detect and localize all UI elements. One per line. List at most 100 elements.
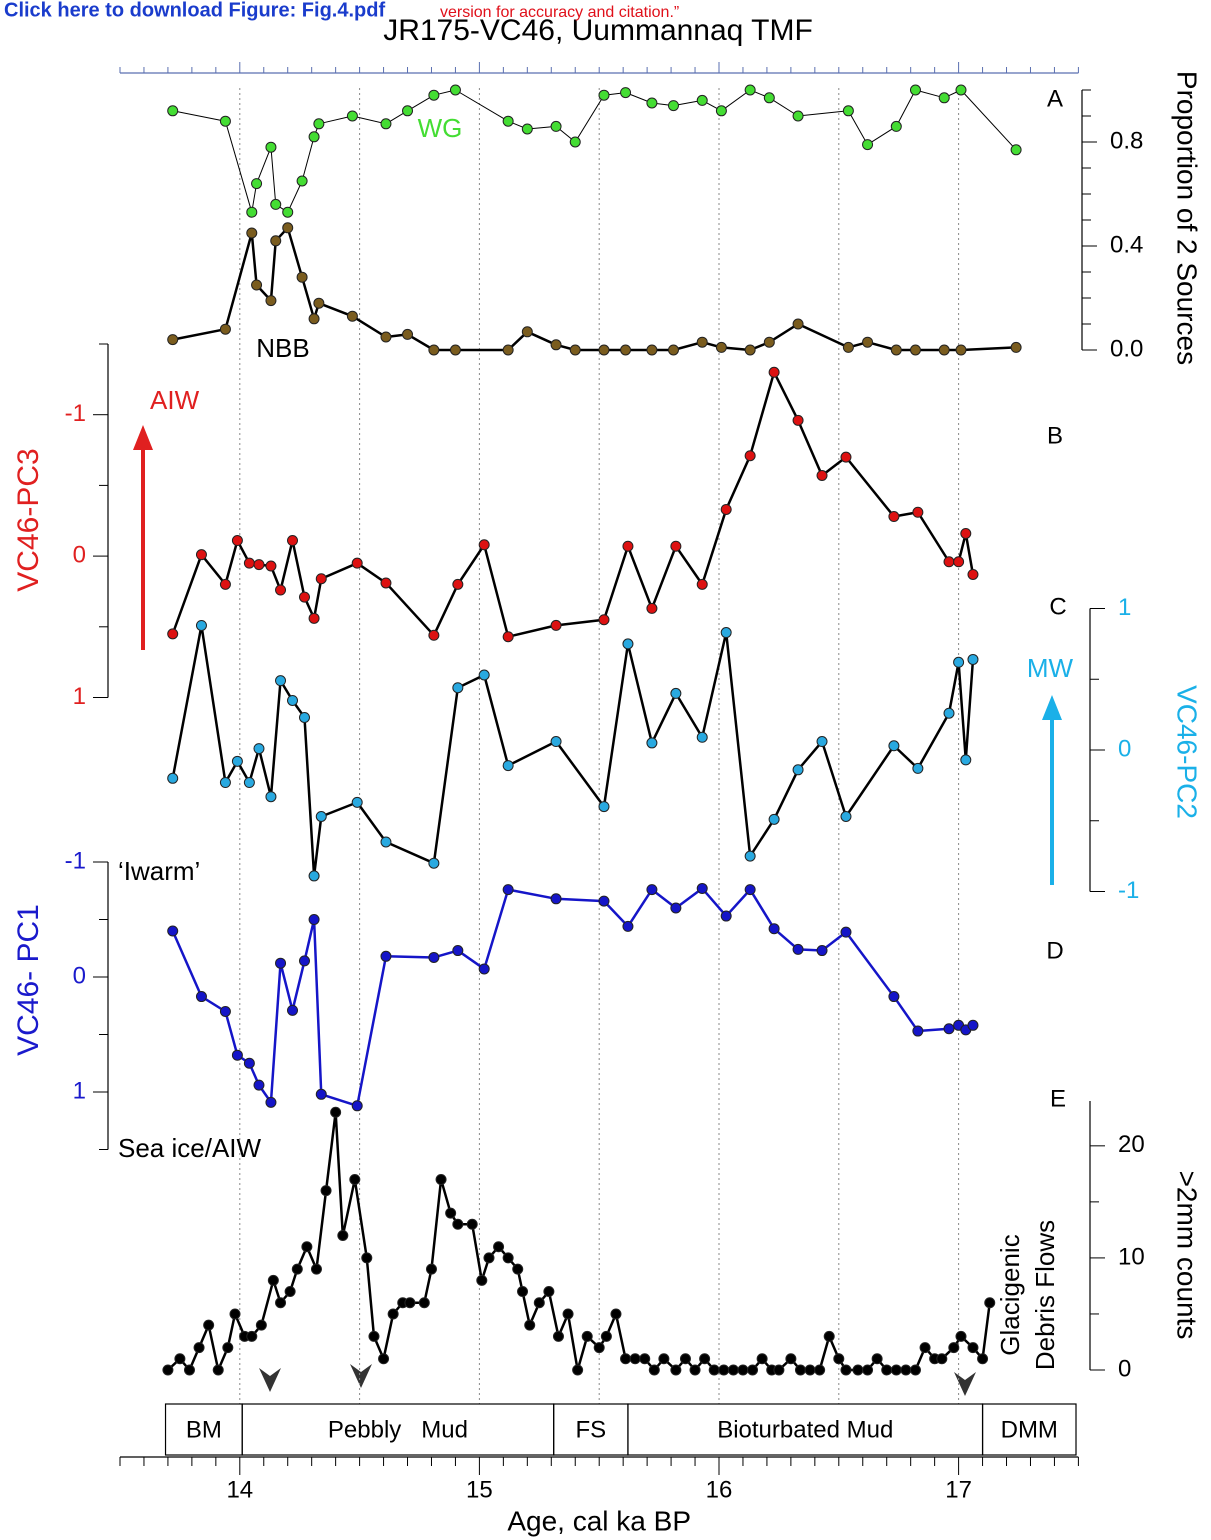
data-point — [167, 772, 179, 784]
data-point — [881, 1364, 893, 1376]
data-point — [296, 271, 308, 283]
data-point — [646, 737, 658, 749]
data-point — [960, 754, 972, 766]
data-point — [890, 1364, 902, 1376]
x-tick-label: 16 — [706, 1476, 733, 1503]
data-point — [967, 1019, 979, 1031]
download-link[interactable]: Click here to download Figure: Fig.4.pdf — [4, 0, 385, 21]
data-point — [715, 341, 727, 353]
data-point — [862, 1364, 874, 1376]
data-point — [1010, 144, 1022, 156]
data-point — [720, 627, 732, 639]
data-point — [203, 1319, 215, 1331]
aiw-arrowhead — [133, 425, 153, 450]
data-point — [229, 1308, 241, 1320]
data-point — [852, 1364, 864, 1376]
data-point — [493, 1241, 505, 1253]
data-point — [569, 344, 581, 356]
data-point — [744, 84, 756, 96]
data-point — [265, 791, 277, 803]
data-point — [629, 1353, 641, 1365]
data-point — [696, 731, 708, 743]
data-point — [301, 1241, 313, 1253]
data-point — [502, 344, 514, 356]
y-tick-label: 1 — [73, 1077, 86, 1104]
data-point — [428, 344, 440, 356]
data-point — [744, 850, 756, 862]
data-point — [955, 344, 967, 356]
data-point — [255, 1319, 267, 1331]
y-tick-label: 0.8 — [1110, 127, 1143, 154]
data-point — [862, 336, 874, 348]
y-tick-label: -1 — [1118, 877, 1139, 904]
data-point — [282, 222, 294, 234]
data-point — [533, 1297, 545, 1309]
data-point — [298, 955, 310, 967]
data-point — [251, 178, 263, 190]
data-point — [744, 884, 756, 896]
data-point — [888, 511, 900, 523]
data-point — [816, 470, 828, 482]
panel-letter: C — [1049, 593, 1066, 620]
data-point — [435, 1173, 447, 1185]
data-point — [380, 950, 392, 962]
flow-marker — [350, 1364, 372, 1388]
data-point — [195, 619, 207, 631]
data-point — [246, 206, 258, 218]
data-point — [639, 1353, 651, 1365]
data-point — [243, 557, 255, 569]
series-line — [171, 887, 974, 1108]
data-point — [768, 813, 780, 825]
y-tick-label: 1 — [1118, 594, 1131, 621]
data-point — [253, 559, 265, 571]
series-line — [172, 226, 1017, 352]
data-point — [572, 1364, 584, 1376]
data-point — [380, 836, 392, 848]
data-point — [569, 136, 581, 148]
notice-text: version for accuracy and citation.” — [440, 4, 679, 21]
data-point — [552, 1330, 564, 1342]
data-point — [351, 796, 363, 808]
data-point — [308, 131, 320, 143]
data-point — [298, 711, 310, 723]
data-point — [315, 1088, 327, 1100]
data-point — [502, 631, 514, 643]
data-point — [670, 902, 682, 914]
data-point — [287, 694, 299, 706]
data-point — [620, 1353, 632, 1365]
data-point — [696, 578, 708, 590]
data-point — [512, 1263, 524, 1275]
data-point — [425, 1263, 437, 1275]
y-tick-label: 1 — [73, 683, 86, 710]
data-point — [243, 777, 255, 789]
data-point — [696, 882, 708, 894]
data-point — [581, 1330, 593, 1342]
data-point — [308, 313, 320, 325]
y-tick-label: 0.0 — [1110, 335, 1143, 362]
data-point — [785, 1353, 797, 1365]
annotation: Glacigenic — [995, 1234, 1025, 1355]
data-point — [977, 1353, 989, 1365]
data-point — [792, 764, 804, 776]
figure-title: JR175-VC46, Uummannaq TMF — [383, 14, 813, 47]
data-point — [862, 139, 874, 151]
data-point — [265, 1096, 277, 1108]
data-point — [265, 141, 277, 153]
data-point — [909, 84, 921, 96]
data-point — [689, 1364, 701, 1376]
panel-letter: A — [1047, 85, 1063, 112]
flow-marker — [954, 1372, 976, 1396]
y-tick-label: 10 — [1118, 1243, 1145, 1270]
data-point — [466, 1218, 478, 1230]
data-point — [428, 857, 440, 869]
data-point — [909, 344, 921, 356]
data-point — [222, 1342, 234, 1354]
data-point — [667, 100, 679, 112]
data-point — [936, 1353, 948, 1365]
data-point — [162, 1364, 174, 1376]
data-point — [593, 1342, 605, 1354]
data-point — [670, 687, 682, 699]
data-point — [756, 1353, 768, 1365]
data-point — [251, 279, 263, 291]
data-point — [346, 110, 358, 122]
